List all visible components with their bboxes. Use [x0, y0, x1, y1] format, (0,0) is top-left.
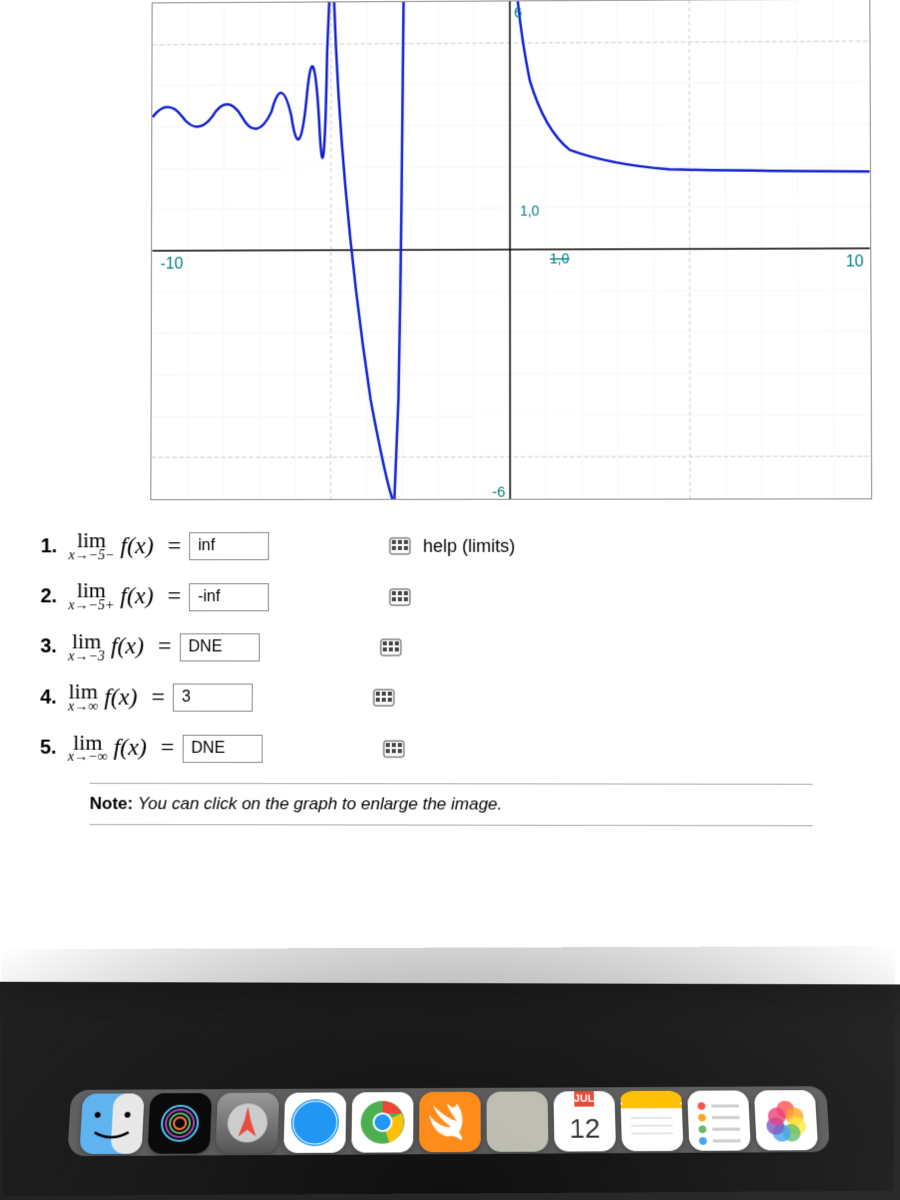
q-number: 4.	[40, 686, 60, 709]
keypad-icon[interactable]	[389, 537, 411, 555]
note-text: Note: You can click on the graph to enla…	[90, 783, 813, 826]
question-4: 4. limx→∞ f(x)=	[40, 682, 863, 715]
siri-icon[interactable]	[147, 1093, 211, 1154]
q-number: 1.	[41, 535, 61, 558]
webpage-screen: (5 points) For the function f graphed be…	[0, 0, 900, 985]
svg-text:-6: -6	[492, 485, 505, 500]
safari-icon[interactable]	[283, 1092, 346, 1153]
question-1: 1. limx→−5− f(x)= help (limits)	[41, 530, 863, 563]
svg-text:6: 6	[514, 5, 522, 21]
question-5: 5. limx→−∞ f(x)=	[40, 732, 863, 765]
svg-text:1,0: 1,0	[520, 203, 540, 219]
keypad-icon[interactable]	[379, 638, 401, 656]
reminders-icon[interactable]	[687, 1090, 751, 1150]
answer-input-3[interactable]	[179, 633, 259, 661]
launchpad-icon[interactable]	[216, 1093, 280, 1154]
app-icon[interactable]	[486, 1091, 548, 1152]
keypad-icon[interactable]	[389, 588, 411, 606]
answer-input-5[interactable]	[182, 734, 262, 762]
question-list: 1. limx→−5− f(x)= help (limits) 2. limx→…	[0, 519, 900, 836]
question-3: 3. limx→−3 f(x)=	[40, 631, 862, 664]
calendar-day: 12	[569, 1107, 601, 1152]
function-graph[interactable]: -10 10 6 -6 1,0 1,0	[150, 0, 872, 500]
finder-icon[interactable]	[79, 1093, 144, 1154]
notes-icon[interactable]	[620, 1091, 683, 1151]
calendar-icon[interactable]: JUL 12	[553, 1091, 616, 1152]
macos-dock: JUL 12	[67, 1086, 830, 1156]
q-number: 5.	[40, 737, 60, 760]
photos-icon[interactable]	[754, 1090, 818, 1150]
svg-text:-10: -10	[160, 256, 183, 273]
limit-expression: limx→−5+ f(x)=	[68, 581, 189, 613]
keypad-icon[interactable]	[373, 689, 395, 707]
limit-expression: limx→−∞ f(x)=	[68, 732, 182, 765]
swift-icon[interactable]	[419, 1092, 481, 1153]
svg-text:10: 10	[846, 253, 864, 270]
q-number: 3.	[40, 636, 60, 659]
graph-svg: -10 10 6 -6 1,0 1,0	[151, 0, 871, 499]
chrome-icon[interactable]	[351, 1092, 413, 1153]
answer-input-4[interactable]	[173, 684, 253, 712]
help-link[interactable]: help (limits)	[423, 536, 515, 557]
answer-input-2[interactable]	[189, 583, 269, 611]
limit-expression: limx→−5− f(x)=	[68, 530, 189, 563]
limit-expression: limx→−3 f(x)=	[68, 631, 179, 663]
question-2: 2. limx→−5+ f(x)=	[40, 580, 862, 613]
answer-input-1[interactable]	[189, 532, 269, 560]
calendar-month: JUL	[574, 1091, 595, 1107]
q-number: 2.	[40, 585, 60, 608]
keypad-icon[interactable]	[382, 740, 404, 758]
limit-expression: limx→∞ f(x)=	[68, 682, 173, 715]
svg-text:1,0: 1,0	[550, 250, 570, 266]
